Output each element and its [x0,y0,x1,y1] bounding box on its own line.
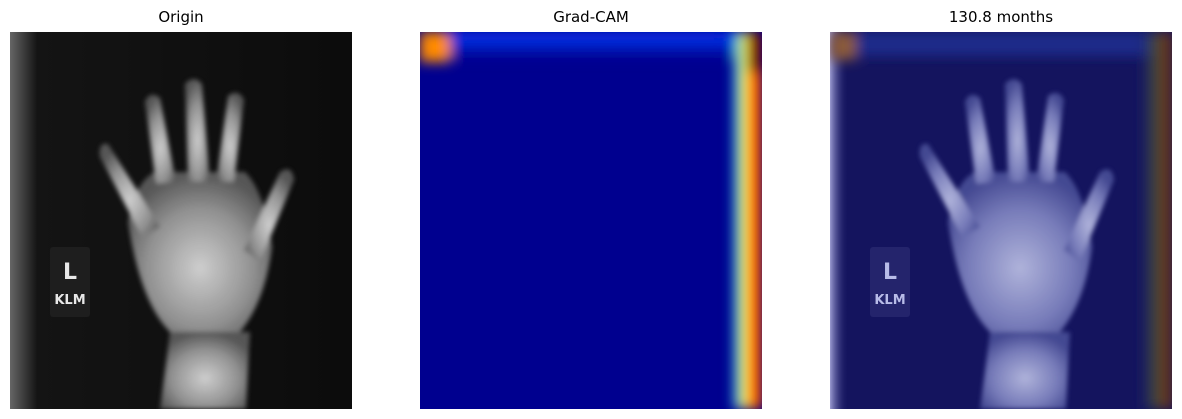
panel-title-gradcam: Grad-CAM [553,8,629,26]
overlay-marker-letters-klm: KLM [874,293,905,308]
panel-title-predicted-age: 130.8 months [948,8,1054,26]
panel-gradcam: Grad-CAM [420,0,762,419]
panel-overlay: 130.8 months [830,0,1172,419]
gradcam-heatmap-image [420,32,762,409]
panel-origin: Origin [10,0,352,419]
heatmap-right-edge [730,32,762,409]
gradcam-overlay-svg: L KLM [830,32,1172,409]
hand-xray-svg: L KLM [10,32,352,409]
heatmap-top-right-hotspot [748,32,762,72]
overlay-side-marker-tag: L KLM [870,247,910,317]
overlay-hand-silhouette [919,79,1114,409]
heatmap-background [420,32,762,409]
panel-title-origin: Origin [158,8,204,26]
overlay-marker-letter-l: L [883,260,897,285]
hand-xray-image: L KLM [10,32,352,409]
heatmap-top-band [420,32,762,58]
marker-letter-l: L [63,260,77,285]
gradcam-heatmap-svg [420,32,762,409]
side-marker-tag: L KLM [50,247,90,317]
marker-letters-klm: KLM [54,293,85,308]
gradcam-overlay-image: L KLM [830,32,1172,409]
hand-silhouette [99,79,294,409]
heatmap-top-left-hotspot [420,32,450,62]
